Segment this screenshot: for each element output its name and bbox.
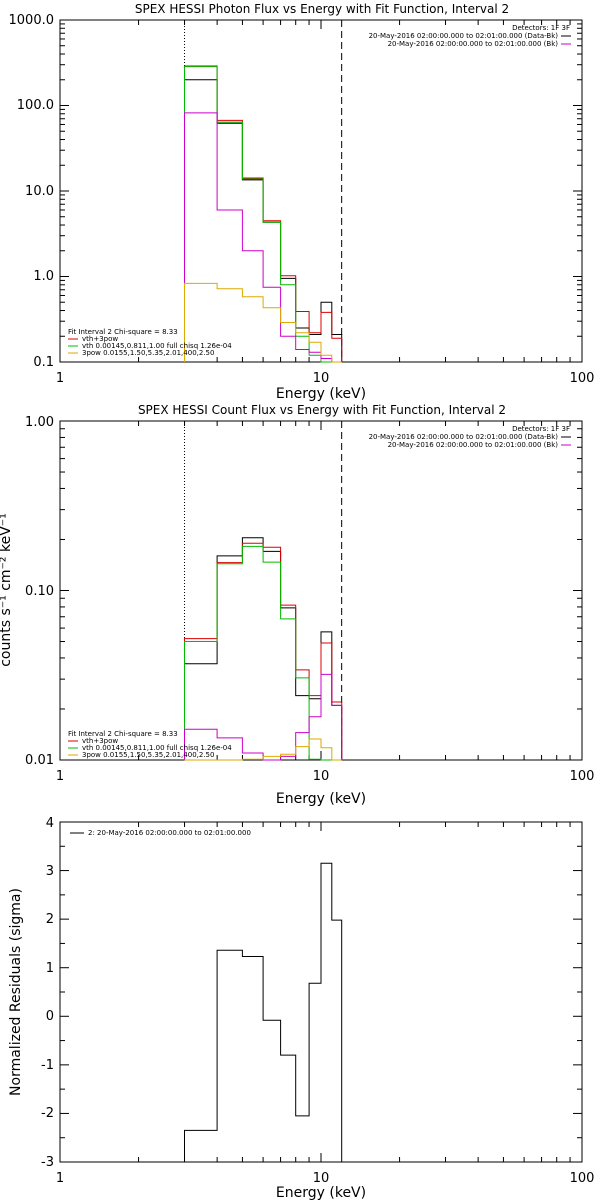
y-tick-label: 1000.0 [9, 13, 55, 28]
x-tick-label: 100 [570, 1171, 595, 1186]
y-tick-label: 1 [46, 961, 54, 976]
x-ticks [60, 822, 570, 1162]
detectors-label: Detectors: 1F 3F [512, 24, 570, 32]
y-axis-label: Normalized Residuals (sigma) [8, 888, 24, 1096]
fit-info-line: 3pow 0.0155,1.50,5.35,2.01,400,2.50 [82, 349, 214, 357]
photon-flux-panel: SPEX HESSI Photon Flux vs Energy with Fi… [9, 2, 595, 402]
count-flux-panel: SPEX HESSI Count Flux vs Energy with Fit… [0, 403, 594, 807]
x-axis-label: Energy (keV) [276, 386, 366, 402]
series-lines [185, 863, 342, 1162]
vertical-markers [185, 421, 342, 760]
y-tick-label: 2 [46, 912, 54, 927]
y-tick-label: -1 [41, 1058, 54, 1073]
y-tick-label: 4 [46, 816, 54, 831]
x-tick-label: 1 [56, 769, 64, 784]
legend-entry: 2: 20-May-2016 02:00:00.000 to 02:01:00.… [88, 829, 251, 837]
y-tick-label: 1.0 [33, 269, 54, 284]
legend-entry-data: 20-May-2016 02:00:00.000 to 02:01:00.000… [369, 433, 559, 441]
panel-title: SPEX HESSI Count Flux vs Energy with Fit… [138, 403, 506, 417]
x-tick-label: 100 [570, 371, 595, 386]
panel-title: SPEX HESSI Photon Flux vs Energy with Fi… [135, 2, 509, 16]
detectors-label: Detectors: 1F 3F [512, 425, 570, 433]
legend-entry-background: 20-May-2016 02:00:00.000 to 02:01:00.000… [388, 441, 559, 449]
y-tick-label: 0 [46, 1009, 54, 1024]
x-tick-label: 1 [56, 1171, 64, 1186]
series-lines [185, 66, 342, 362]
y-tick-label: 0.10 [25, 584, 54, 599]
x-ticks [60, 421, 570, 760]
x-tick-label: 10 [313, 371, 330, 386]
x-tick-label: 1 [56, 371, 64, 386]
x-axis-label: Energy (keV) [276, 1185, 366, 1200]
x-tick-label: 100 [570, 769, 595, 784]
spectrum-figure: SPEX HESSI Photon Flux vs Energy with Fi… [0, 0, 600, 1200]
series-line-1 [185, 863, 342, 1162]
y-tick-label: 10.0 [25, 184, 54, 199]
series-lines [185, 538, 342, 760]
series-line-3 [185, 546, 342, 760]
series-line-2 [185, 543, 342, 760]
x-tick-label: 10 [313, 769, 330, 784]
y-tick-label: -3 [41, 1155, 54, 1170]
y-tick-label: 0.1 [33, 355, 54, 370]
series-line-4 [185, 113, 342, 362]
x-tick-label: 10 [313, 1171, 330, 1186]
fit-info-line: 3pow 0.0155,1.50,5.35,2.01,400,2.50 [82, 751, 214, 759]
series-line-3 [185, 67, 342, 362]
y-tick-label: 0.01 [25, 753, 54, 768]
legend-entry-background: 20-May-2016 02:00:00.000 to 02:01:00.000… [388, 40, 559, 48]
legend-entry-data: 20-May-2016 02:00:00.000 to 02:01:00.000… [369, 32, 559, 40]
x-axis-label: Energy (keV) [276, 791, 366, 807]
residuals-panel: 1 10 100 Energy (keV) -3 -2 -1 0 1 2 3 4… [8, 816, 594, 1200]
x-ticks [60, 20, 570, 362]
series-line-1 [185, 538, 342, 760]
y-tick-label: 1.00 [25, 415, 54, 430]
y-axis-label: counts s⁻¹ cm⁻² keV⁻¹ [0, 513, 14, 667]
y-tick-label: 100.0 [17, 98, 54, 113]
y-tick-label: -2 [41, 1106, 54, 1121]
y-tick-label: 3 [46, 864, 54, 879]
